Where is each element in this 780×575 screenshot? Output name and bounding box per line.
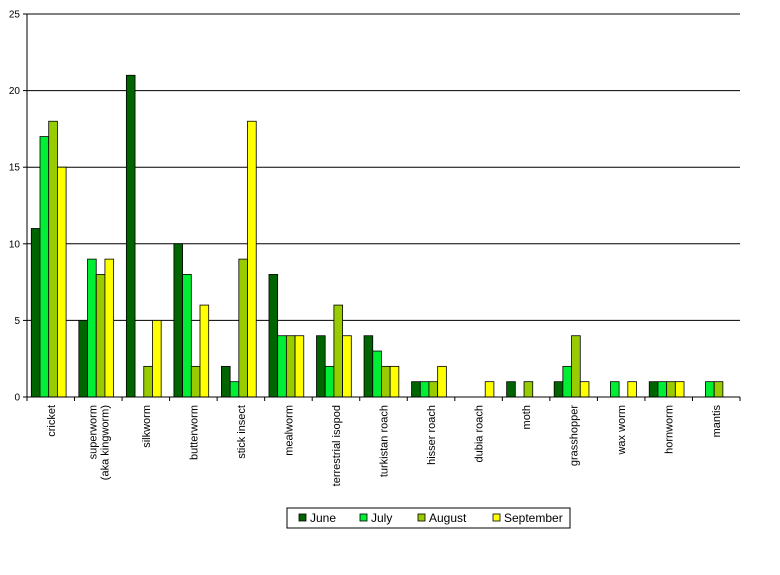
bar [268,274,279,398]
bar [247,120,257,398]
bar [713,381,724,398]
legend: June July August September [286,507,571,529]
x-category-label: (aka kingworm) [99,405,111,480]
bar [553,381,564,398]
bar [389,365,400,398]
bar [562,365,572,398]
bar [78,319,88,398]
bar [666,381,676,398]
bar [190,365,201,398]
bar [363,335,374,398]
bar [182,274,192,398]
legend-swatch [359,513,368,522]
legend-swatch [492,513,501,522]
bar [285,335,296,398]
bar [39,136,50,398]
bar [104,258,115,398]
legend-label: August [429,511,467,525]
bar [125,74,136,398]
bar [57,166,67,398]
bar [428,381,439,398]
axes [23,13,741,401]
y-tick-label: 10 [9,239,21,250]
y-tick-label: 15 [9,163,21,174]
bar [579,381,590,398]
x-category-label: wax worm [616,405,628,456]
bar [342,335,352,398]
x-category-label: cricket [46,405,58,437]
x-category-label: stick insect [236,405,248,459]
bar [627,381,637,398]
bar [294,335,305,398]
x-category-label: dubia roach [474,405,486,463]
bar [277,335,287,398]
bar [419,381,430,398]
legend-label: July [371,511,392,525]
bar [648,381,659,398]
bar [48,120,58,398]
x-category-label: butterworm [188,405,200,460]
bar [324,365,335,398]
bar [372,350,382,398]
y-tick-label: 5 [14,316,20,327]
bar [484,381,495,398]
y-tick-labels: 0 5 10 15 20 25 [9,10,21,404]
bar [95,274,106,398]
legend-label: June [310,511,336,525]
bar [610,381,620,398]
y-tick-label: 20 [9,86,21,97]
legend-swatch [417,513,426,522]
bar [571,335,581,398]
bar [229,381,240,398]
x-category-label: hornworm [664,405,676,454]
bar [437,365,447,398]
bar [411,381,421,398]
x-category-label: grasshopper [569,405,581,466]
bar [238,258,248,398]
x-category-labels: cricket superworm (aka kingworm) silkworm bu… [46,405,723,487]
bar [657,381,668,398]
bar [705,381,715,398]
y-tick-label: 25 [9,10,21,21]
bar [506,381,516,398]
x-category-label: mealworm [283,405,295,456]
bar [143,365,153,398]
bar [674,381,685,398]
legend-label: September [504,511,563,525]
bar [152,319,162,398]
bar [87,258,97,398]
x-category-label: turkistan roach [379,405,391,477]
x-category-label: silkworm [141,405,153,448]
bar [199,304,210,398]
bar [333,304,343,398]
x-category-label: mantis [711,405,723,438]
bar [221,365,231,398]
y-tick-label: 0 [14,393,20,404]
bar [173,243,183,398]
bar [30,228,41,398]
legend-swatch [298,513,307,522]
x-category-label: superworm [87,405,99,459]
bars [30,74,724,398]
grid-lines [27,13,740,321]
bar [381,365,391,398]
x-category-label: terrestrial isopod [331,405,343,486]
bar [523,381,534,398]
x-category-label: moth [521,405,533,429]
legend-box [286,507,571,529]
x-category-label: hisser roach [426,405,438,465]
bar [316,335,326,398]
